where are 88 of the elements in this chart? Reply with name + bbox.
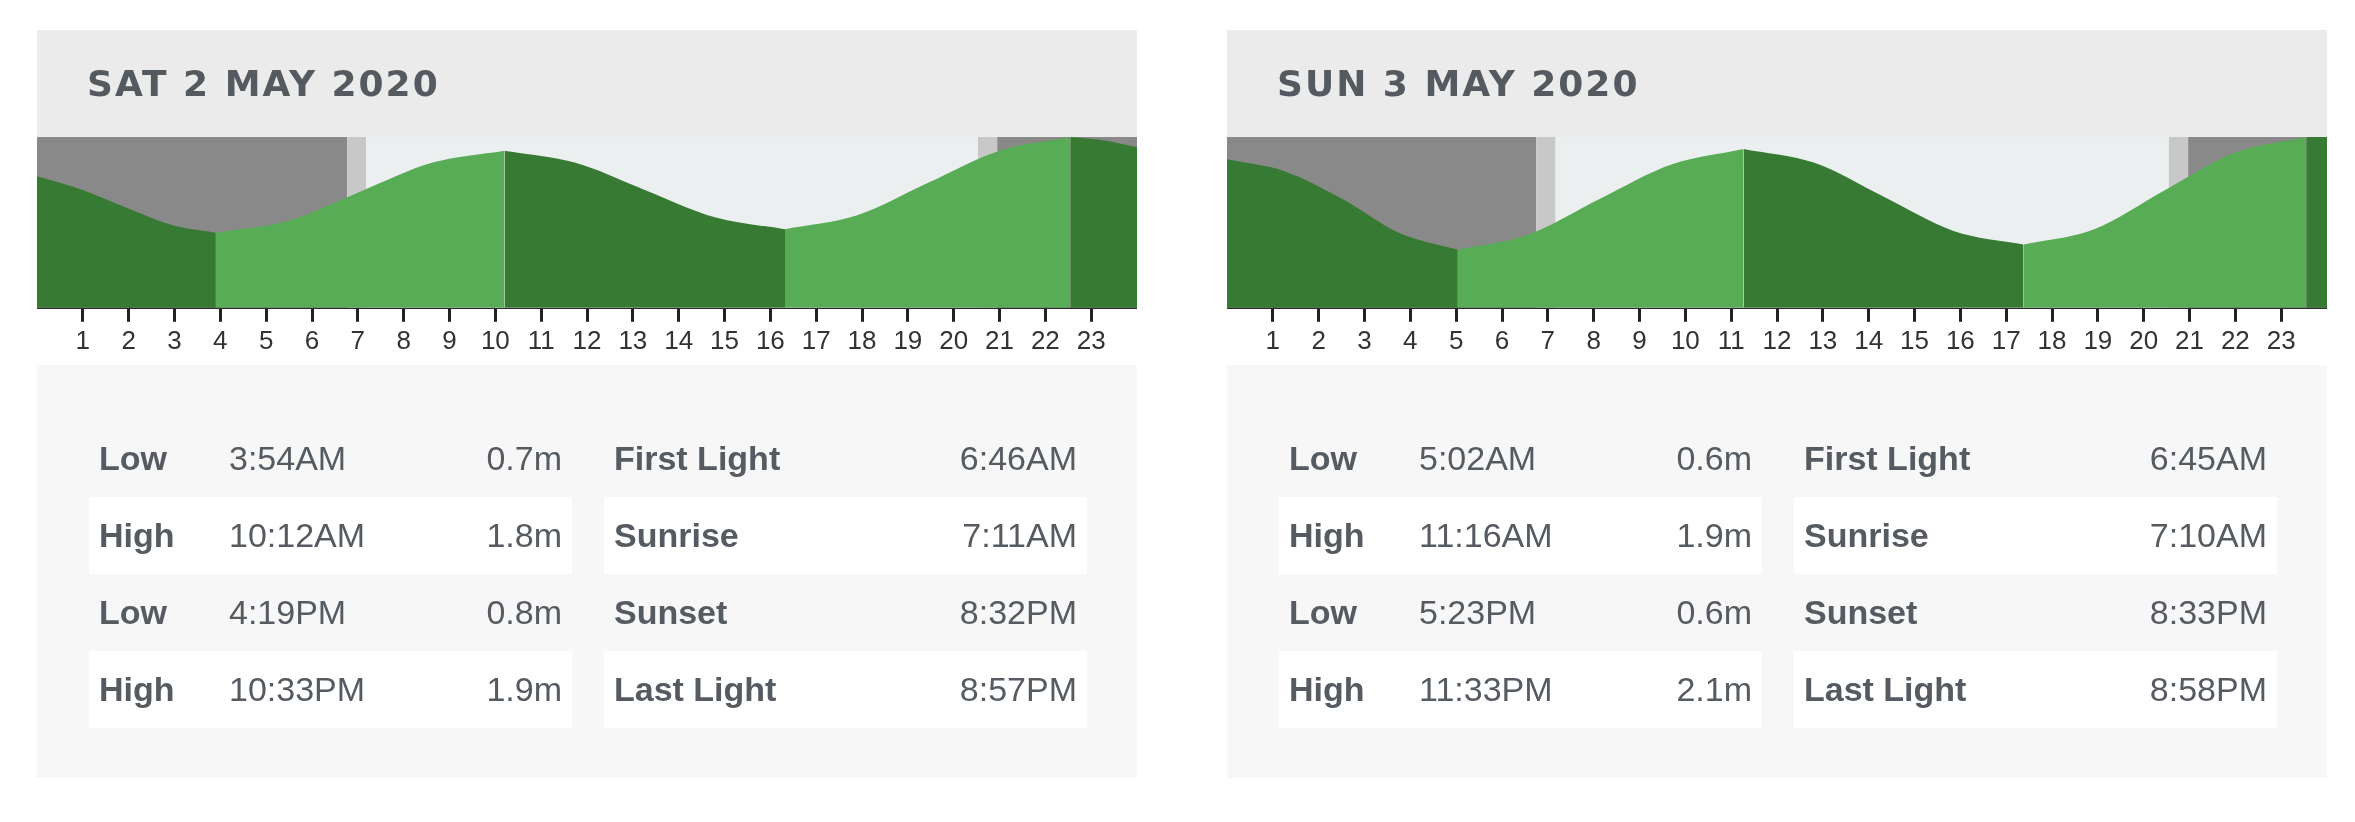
x-tick-label: 12 [572,324,602,355]
x-tick-label: 11 [1717,324,1745,355]
x-tick-label: 23 [1076,324,1106,355]
text: 10:33PM [229,670,367,709]
text: Low [1289,439,1358,478]
x-tick-label: 10 [1670,324,1700,355]
text: 1.9m [1675,516,1752,555]
text: 0.7m [485,439,562,478]
x-tick-label: 5 [258,324,274,355]
x-tick-label: 6 [1494,324,1510,355]
text: 11:33PM [1419,670,1554,709]
x-tick-label: 1 [1265,324,1281,355]
x-tick-label: 4 [213,324,228,355]
text: Sunset [1804,593,1919,632]
x-tick-label: 13 [1808,324,1838,355]
text: 1.9m [485,670,562,709]
text: Low [1289,593,1358,632]
text: 0.8m [485,593,562,632]
text: Sunset [614,593,729,632]
x-tick-label: 3 [167,324,182,355]
text: 0.6m [1675,439,1752,478]
x-tick-label: 3 [1357,324,1372,355]
text: 8:33PM [2148,593,2267,632]
text: Low [99,593,168,632]
x-tick-label: 7 [1540,324,1556,355]
text: 8:58PM [2148,670,2267,709]
x-tick-label: 6 [304,324,320,355]
text: Sunrise [1804,516,1930,555]
x-tick-label: 8 [396,324,411,355]
text: 11:16AM [1419,516,1554,555]
text: 5:23PM [1419,593,1538,632]
x-tick-label: 23 [2266,324,2296,355]
x-tick-label: 19 [2083,324,2113,355]
x-tick-label: 16 [755,324,785,355]
text: 0.6m [1675,593,1752,632]
x-tick-label: 2 [121,324,136,355]
x-tick-label: 21 [2175,324,2204,355]
x-tick-label: 7 [350,324,366,355]
x-tick-label: 20 [2129,324,2159,355]
x-tick-label: 9 [1632,324,1647,355]
text: High [99,670,176,709]
text: 8:57PM [958,670,1077,709]
x-tick-label: 2 [1311,324,1326,355]
text: 8:32PM [958,593,1077,632]
x-tick-label: 17 [1991,324,2021,355]
x-tick-label: 18 [847,324,877,355]
text: 7:10AM [2148,516,2267,555]
x-tick-label: 12 [1762,324,1792,355]
text: High [1289,670,1366,709]
text: 6:46AM [958,439,1077,478]
text: 10:12AM [229,516,367,555]
x-tick-label: 22 [1030,324,1060,355]
text: 3:54AM [229,439,348,478]
x-tick-label: 20 [939,324,969,355]
x-tick-label: 1 [75,324,91,355]
x-tick-label: 22 [2220,324,2250,355]
text: Last Light [1804,670,1968,709]
x-tick-label: 21 [985,324,1014,355]
x-tick-label: 16 [1945,324,1975,355]
x-tick-label: 15 [1900,324,1929,355]
x-tick-label: 18 [2037,324,2067,355]
text: First Light [614,439,782,478]
x-tick-label: 11 [527,324,555,355]
text: 5:02AM [1419,439,1538,478]
text: First Light [1804,439,1972,478]
text: 2.1m [1675,670,1752,709]
x-tick-label: 13 [618,324,648,355]
text: 6:45AM [2148,439,2267,478]
x-tick-label: 5 [1448,324,1464,355]
text: Sunrise [614,516,740,555]
text: 7:11AM [961,516,1077,555]
text: High [1289,516,1366,555]
text: Last Light [614,670,778,709]
x-tick-label: 17 [801,324,831,355]
x-tick-label: 8 [1586,324,1601,355]
text: 1.8m [485,516,562,555]
text: 4:19PM [229,593,348,632]
x-tick-label: 15 [710,324,739,355]
x-tick-label: 19 [893,324,923,355]
text: High [99,516,176,555]
x-tick-label: 9 [442,324,457,355]
x-tick-label: 4 [1403,324,1418,355]
chart-title: SUN 3 MAY 2020 [1277,63,1640,104]
chart-title: SAT 2 MAY 2020 [87,63,440,104]
x-tick-label: 10 [480,324,510,355]
text: Low [99,439,168,478]
x-tick-label: 14 [664,324,694,355]
x-tick-label: 14 [1854,324,1884,355]
